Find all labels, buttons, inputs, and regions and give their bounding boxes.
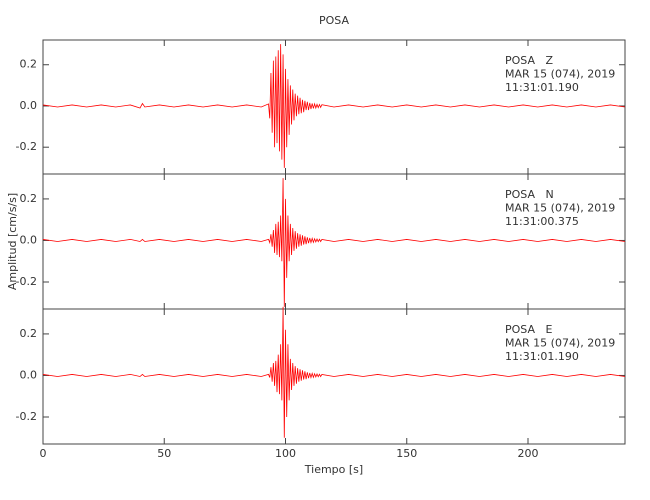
y-tick-label: 0.0: [20, 99, 38, 112]
y-tick-label: 0.2: [20, 327, 38, 340]
waveform: [42, 44, 626, 168]
x-tick-label: 0: [40, 447, 47, 460]
station-info: POSA Z: [505, 54, 553, 67]
station-info: 11:31:00.375: [505, 215, 579, 228]
y-tick-label: 0.2: [20, 58, 38, 71]
station-info: 11:31:01.190: [505, 350, 579, 363]
y-tick-label: 0.0: [20, 233, 38, 246]
x-tick-label: 50: [157, 447, 171, 460]
y-tick-label: -0.2: [16, 140, 37, 153]
x-tick-label: 150: [396, 447, 417, 460]
station-info: MAR 15 (074), 2019: [505, 337, 615, 350]
x-axis-label: Tiempo [s]: [304, 463, 363, 476]
station-info: MAR 15 (074), 2019: [505, 202, 615, 215]
station-info: POSA E: [505, 323, 552, 336]
y-tick-label: 0.0: [20, 368, 38, 381]
y-tick-label: 0.2: [20, 192, 38, 205]
y-tick-label: -0.2: [16, 275, 37, 288]
x-tick-label: 100: [275, 447, 296, 460]
x-tick-label: 200: [518, 447, 539, 460]
chart-title: POSA: [319, 14, 349, 27]
y-axis-label: Amplitud [cm/s/s]: [6, 193, 19, 290]
station-info: 11:31:01.190: [505, 81, 579, 94]
station-info: POSA N: [505, 188, 554, 201]
station-info: MAR 15 (074), 2019: [505, 68, 615, 81]
waveform: [42, 178, 626, 307]
waveform: [42, 306, 626, 438]
y-tick-label: -0.2: [16, 410, 37, 423]
